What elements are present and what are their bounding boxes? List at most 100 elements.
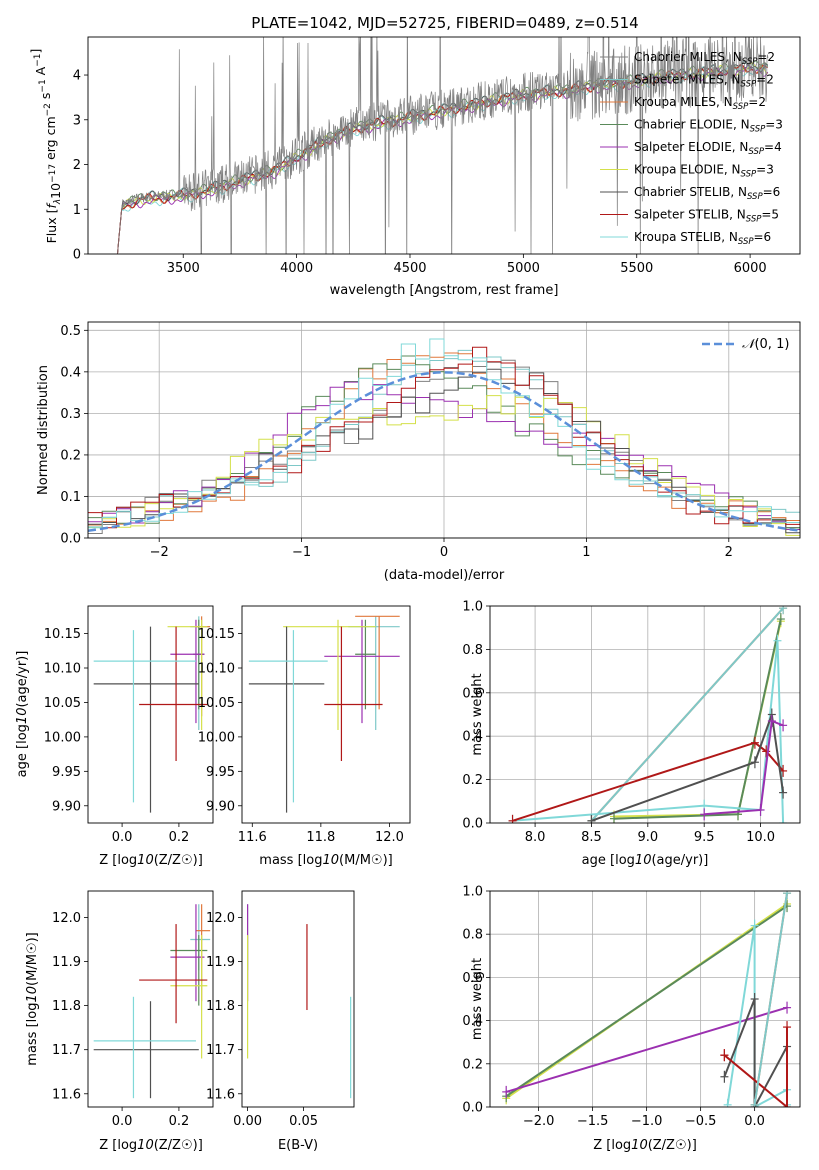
x-tick-label: 0 — [440, 545, 448, 560]
errorbar-chabrier-stelib — [248, 626, 325, 813]
plot-area — [248, 615, 400, 813]
axes-frame — [87, 36, 801, 255]
y-tick-label: 10.15 — [198, 627, 235, 642]
legend-label: Kroupa MILES, NSSP=2 — [634, 95, 766, 112]
y-tick-label: 11.8 — [206, 999, 235, 1014]
x-tick-label: −1.0 — [631, 1114, 663, 1129]
x-tick-label: 5000 — [507, 261, 540, 276]
weight-line-chabrier-stelib — [591, 714, 785, 822]
x-tick-label: 0.2 — [169, 1114, 190, 1129]
y-tick-label: 11.8 — [52, 999, 81, 1014]
weight-line-salpeter-miles — [590, 607, 784, 822]
y-tick-label: 1 — [73, 203, 81, 218]
y-tick-label: 0.0 — [462, 1101, 483, 1116]
y-tick-label: 1.0 — [462, 885, 483, 900]
y-tick-label: 0.0 — [60, 532, 81, 547]
x-tick-label: 6000 — [734, 261, 767, 276]
y-tick-label: 10.05 — [44, 696, 81, 711]
axes-frame — [241, 605, 411, 824]
spectrum-model-kroupa-miles — [117, 64, 768, 254]
axes-frame — [489, 890, 801, 1108]
plot-area — [93, 616, 211, 813]
x-tick-label: 5500 — [620, 261, 653, 276]
x-tick-label: 2 — [725, 545, 733, 560]
y-axis-label: Flux [fλ10−17 erg cm−2 s−1 A−1] — [28, 49, 63, 244]
weight-line-chabrier-elodie — [613, 618, 782, 820]
y-tick-label: 11.9 — [52, 955, 81, 970]
x-tick-label: 0.0 — [744, 1114, 765, 1129]
x-tick-label: 8.0 — [525, 830, 546, 845]
plot-area — [117, 37, 769, 254]
x-axis-label: (data-model)/error — [384, 568, 505, 583]
y-tick-label: 10.00 — [198, 730, 235, 745]
spectrum-model-salpeter-elodie — [117, 64, 769, 254]
errorbar-kroupa-elodie — [167, 619, 208, 730]
y-tick-label: 0.3 — [60, 407, 81, 422]
y-tick-label: 9.90 — [52, 799, 81, 814]
errorbar-kroupa-stelib — [93, 630, 196, 803]
errorbar-chabrier-elodie — [355, 619, 376, 710]
weight-line-chabrier-stelib — [723, 998, 788, 1107]
spectrum-model-salpeter-stelib — [117, 64, 768, 254]
axes-frame — [489, 605, 801, 824]
errorbar-kroupa-stelib — [248, 630, 328, 803]
plot-area — [247, 904, 352, 1099]
errorbar-salpeter-stelib — [139, 924, 208, 1024]
axes-frame — [87, 321, 801, 539]
errorbar-salpeter-elodie — [324, 619, 400, 724]
y-tick-label: 10.05 — [198, 696, 235, 711]
spectrum-model-chabrier-stelib — [117, 60, 768, 254]
legend-label: Salpeter MILES, NSSP=2 — [634, 73, 774, 90]
legend-label: Salpeter STELIB, NSSP=5 — [634, 208, 779, 225]
y-tick-label: 12.0 — [206, 911, 235, 926]
weight-line-salpeter-elodie — [704, 719, 784, 816]
y-axis-label: age [log10(age/yr)] — [15, 651, 30, 778]
axes-age-vs-mass: 11.6 11.8 12.0 9.90 9.95 10.00 10.05 10.10 10.15… — [198, 605, 411, 868]
axes-frame — [87, 890, 214, 1108]
x-tick-label: 0.00 — [233, 1114, 262, 1129]
x-tick-label: −2.0 — [523, 1114, 555, 1129]
axes-frame — [87, 605, 214, 824]
y-tick-label: 11.6 — [206, 1087, 235, 1102]
x-tick-label: 4500 — [393, 261, 426, 276]
errorbar-chabrier-stelib — [93, 1001, 199, 1099]
x-tick-label: 3500 — [167, 261, 200, 276]
y-tick-label: 10.00 — [44, 730, 81, 745]
legend-label: Kroupa ELODIE, NSSP=3 — [634, 163, 774, 180]
y-tick-label: 10.10 — [44, 662, 81, 677]
errorbar-chabrier-stelib — [93, 626, 199, 813]
errorbar-salpeter-stelib — [139, 626, 208, 761]
y-tick-label: 9.95 — [206, 765, 235, 780]
weight-line-salpeter-stelib — [723, 1027, 788, 1107]
x-tick-label: −2 — [150, 545, 169, 560]
x-axis-label: Z [log10(Z/Z☉)] — [99, 1138, 203, 1153]
y-tick-label: 12.0 — [52, 911, 81, 926]
y-tick-label: 11.6 — [52, 1087, 81, 1102]
y-tick-label: 0.4 — [462, 1014, 483, 1029]
y-axis-label: mass weight — [470, 673, 485, 755]
errorbar-kroupa-miles — [355, 615, 400, 710]
histogram-kroupa-stelib — [88, 338, 800, 529]
x-tick-label: 0.0 — [112, 1114, 133, 1129]
y-tick-label: 0.5 — [60, 324, 81, 339]
legend-label: Chabrier STELIB, NSSP=6 — [634, 185, 780, 202]
x-tick-label: 1 — [582, 545, 590, 560]
spectrum-model-chabrier-elodie — [117, 60, 769, 254]
weight-line-kroupa-elodie — [613, 620, 782, 818]
y-axis-label: mass weight — [470, 958, 485, 1040]
figure-title: PLATE=1042, MJD=52725, FIBERID=0489, z=0… — [251, 14, 638, 32]
y-axis-label: Normed distribution — [36, 365, 51, 495]
normal-curve — [88, 371, 800, 532]
y-tick-label: 11.7 — [52, 1043, 81, 1058]
spectrum-model-salpeter-miles — [117, 61, 769, 254]
y-tick-label: 0.1 — [60, 490, 81, 505]
spectrum-data — [117, 37, 769, 254]
axes-frame — [241, 890, 355, 1108]
y-tick-label: 3 — [73, 113, 81, 128]
y-tick-label: 0.6 — [462, 971, 483, 986]
axes-residuals: −2 −1 0 1 2 0.0 0.1 0.2 0.3 0.4 0.5 (data-model)/er… — [36, 321, 801, 583]
y-tick-label: 9.90 — [206, 799, 235, 814]
x-tick-label: 4000 — [280, 261, 313, 276]
weight-line-salpeter-miles — [753, 893, 788, 1105]
y-tick-label: 0.2 — [462, 1057, 483, 1072]
